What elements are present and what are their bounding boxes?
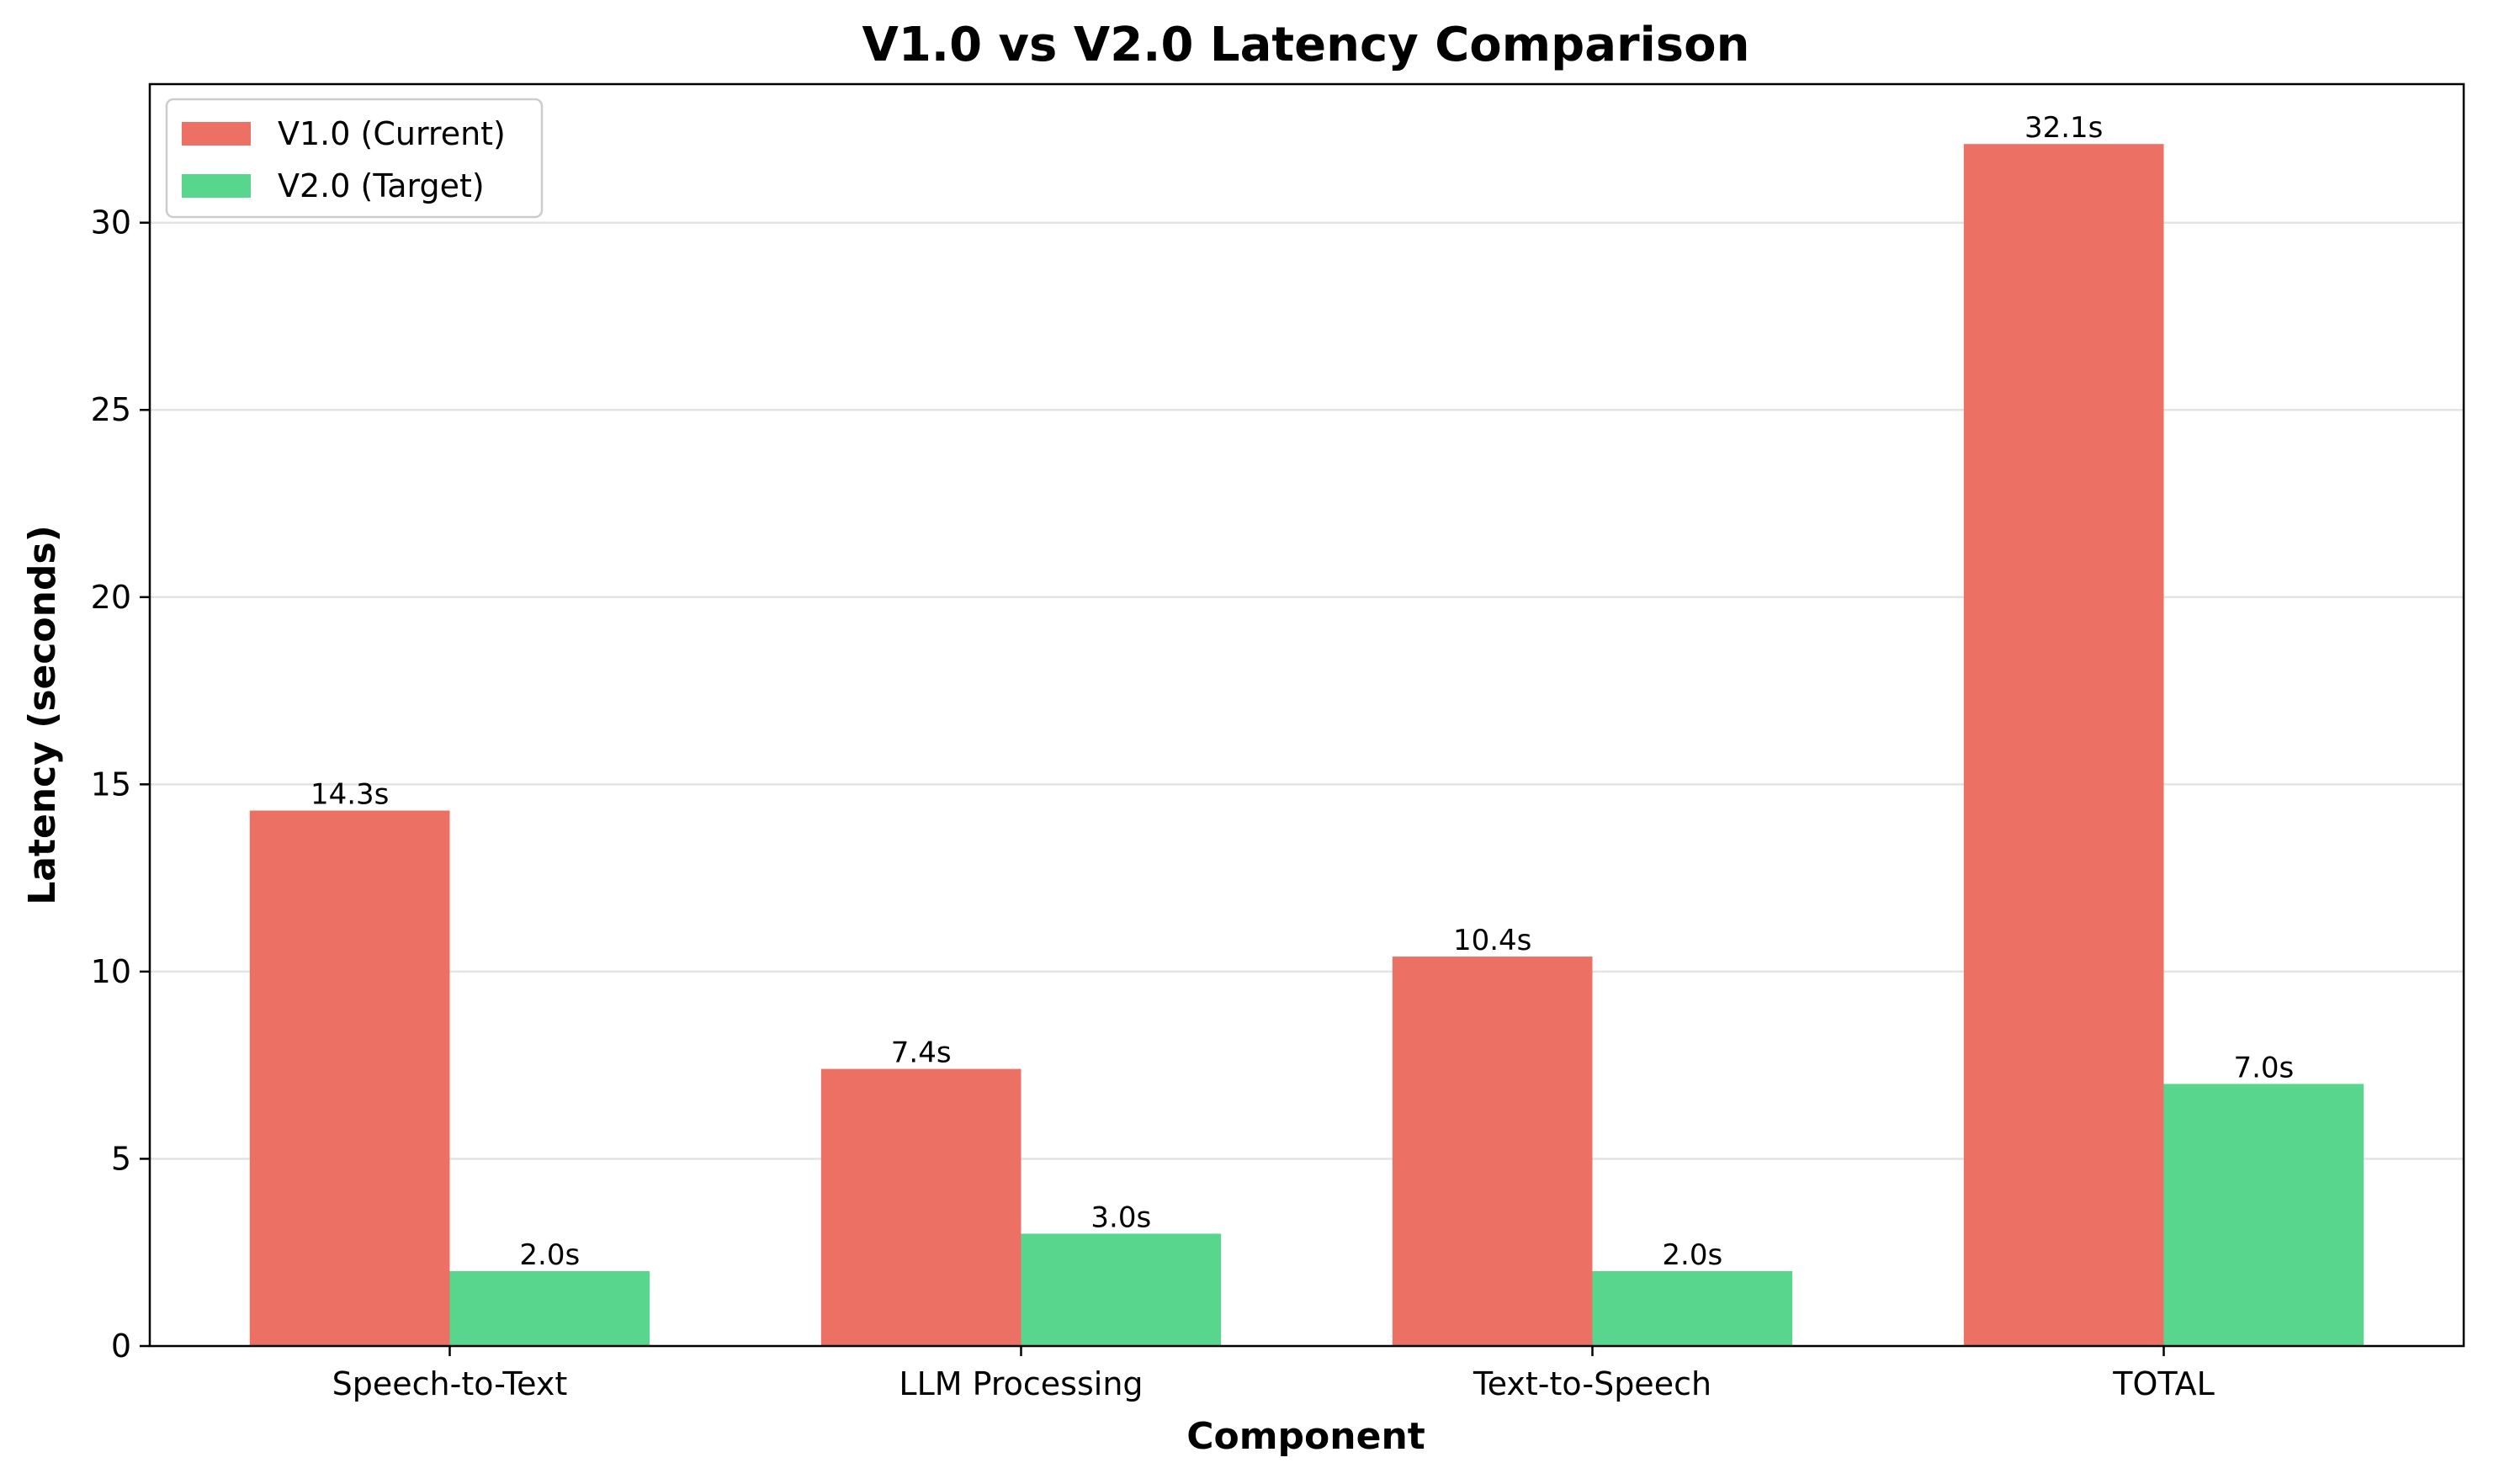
data-label: 2.0s bbox=[1662, 1238, 1722, 1272]
x-tick-label: Speech-to-Text bbox=[332, 1365, 568, 1402]
y-tick-label: 20 bbox=[91, 579, 131, 616]
bar-v1 bbox=[1392, 957, 1593, 1346]
bar-v1 bbox=[1963, 144, 2164, 1347]
y-tick-label: 30 bbox=[91, 204, 131, 241]
y-tick-label: 25 bbox=[91, 391, 131, 428]
data-label: 3.0s bbox=[1090, 1200, 1151, 1234]
data-label: 10.4s bbox=[1453, 924, 1531, 957]
data-label: 32.1s bbox=[2024, 111, 2103, 145]
data-label: 7.4s bbox=[891, 1036, 952, 1070]
bars-group bbox=[249, 144, 2364, 1347]
y-axis-label: Latency (seconds) bbox=[21, 525, 64, 905]
bar-v2 bbox=[449, 1270, 650, 1346]
bar-v1 bbox=[249, 810, 450, 1346]
y-tick-label: 5 bbox=[111, 1140, 131, 1177]
legend-box bbox=[165, 98, 544, 219]
legend-label: V1.0 (Current) bbox=[278, 115, 506, 152]
x-tick-label: TOTAL bbox=[2112, 1365, 2215, 1402]
data-labels-group: 14.3s 7.4s 10.4s 32.1s 2.0s 3.0s 2.0s 7.0s bbox=[310, 111, 2294, 1272]
legend-swatch bbox=[182, 122, 251, 146]
y-tick-label: 0 bbox=[111, 1328, 131, 1365]
x-tick-label: Text-to-Speech bbox=[1473, 1365, 1711, 1402]
legend: V1.0 (Current) V2.0 (Target) bbox=[165, 98, 544, 219]
y-tick-label: 10 bbox=[91, 953, 131, 990]
y-axis: 0 5 10 15 20 25 30 bbox=[91, 204, 150, 1365]
x-axis: Speech-to-Text LLM Processing Text-to-Spee… bbox=[332, 1346, 2215, 1402]
bar-v1 bbox=[820, 1068, 1021, 1346]
legend-swatch bbox=[182, 174, 251, 198]
bar-v2 bbox=[1592, 1270, 1793, 1346]
x-tick-label: LLM Processing bbox=[899, 1365, 1143, 1402]
data-label: 2.0s bbox=[519, 1238, 580, 1272]
grid-lines bbox=[150, 221, 2464, 1348]
data-label: 7.0s bbox=[2233, 1051, 2294, 1084]
bar-v2 bbox=[1021, 1233, 1222, 1346]
y-tick-label: 15 bbox=[91, 766, 131, 803]
x-axis-label: Component bbox=[1186, 1415, 1425, 1458]
chart-title: V1.0 vs V2.0 Latency Comparison bbox=[862, 18, 1750, 72]
bar-v2 bbox=[2163, 1084, 2364, 1346]
legend-label: V2.0 (Target) bbox=[278, 167, 485, 204]
data-label: 14.3s bbox=[310, 778, 389, 812]
plot-frame bbox=[148, 82, 2465, 1348]
